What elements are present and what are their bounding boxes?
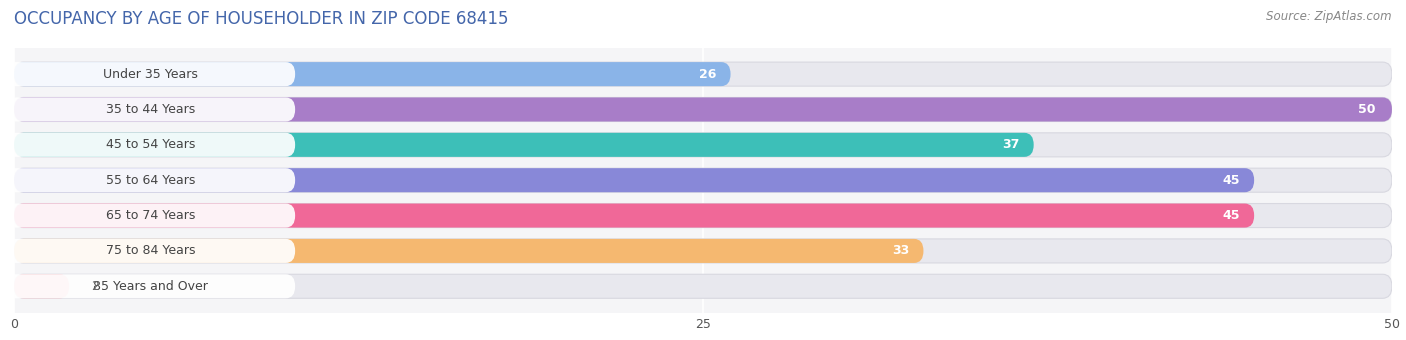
Text: 45: 45 <box>1223 174 1240 187</box>
Text: 45: 45 <box>1223 209 1240 222</box>
FancyBboxPatch shape <box>14 98 1392 121</box>
FancyBboxPatch shape <box>6 62 295 86</box>
Text: 50: 50 <box>1358 103 1375 116</box>
FancyBboxPatch shape <box>6 239 295 263</box>
FancyBboxPatch shape <box>6 168 295 192</box>
FancyBboxPatch shape <box>14 274 69 298</box>
FancyBboxPatch shape <box>14 239 1392 263</box>
FancyBboxPatch shape <box>14 98 1392 121</box>
Text: 85 Years and Over: 85 Years and Over <box>93 280 208 293</box>
Text: OCCUPANCY BY AGE OF HOUSEHOLDER IN ZIP CODE 68415: OCCUPANCY BY AGE OF HOUSEHOLDER IN ZIP C… <box>14 10 509 28</box>
FancyBboxPatch shape <box>14 239 924 263</box>
FancyBboxPatch shape <box>14 204 1392 227</box>
Text: 45 to 54 Years: 45 to 54 Years <box>105 138 195 151</box>
FancyBboxPatch shape <box>14 133 1392 157</box>
FancyBboxPatch shape <box>14 62 731 86</box>
Text: 26: 26 <box>699 68 717 81</box>
FancyBboxPatch shape <box>6 98 295 121</box>
FancyBboxPatch shape <box>14 168 1254 192</box>
Text: 33: 33 <box>893 244 910 257</box>
FancyBboxPatch shape <box>6 133 295 157</box>
FancyBboxPatch shape <box>14 204 1254 227</box>
Text: Under 35 Years: Under 35 Years <box>103 68 198 81</box>
Text: 37: 37 <box>1002 138 1019 151</box>
FancyBboxPatch shape <box>14 133 1033 157</box>
FancyBboxPatch shape <box>14 62 1392 86</box>
Text: 35 to 44 Years: 35 to 44 Years <box>105 103 195 116</box>
FancyBboxPatch shape <box>14 274 1392 298</box>
Text: 2: 2 <box>91 280 98 293</box>
Text: 75 to 84 Years: 75 to 84 Years <box>105 244 195 257</box>
Text: Source: ZipAtlas.com: Source: ZipAtlas.com <box>1267 10 1392 23</box>
Text: 55 to 64 Years: 55 to 64 Years <box>105 174 195 187</box>
FancyBboxPatch shape <box>6 274 295 298</box>
FancyBboxPatch shape <box>6 204 295 227</box>
Text: 65 to 74 Years: 65 to 74 Years <box>105 209 195 222</box>
FancyBboxPatch shape <box>14 168 1392 192</box>
